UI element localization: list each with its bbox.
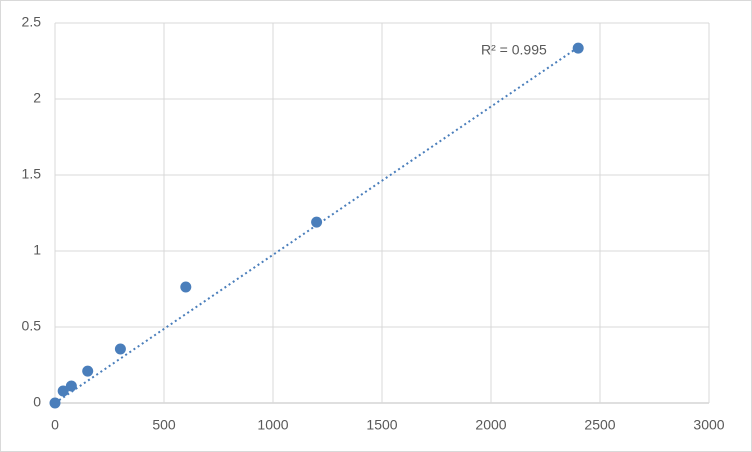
x-tick-label: 1500 xyxy=(366,417,397,433)
y-tick-label: 1.5 xyxy=(22,166,42,182)
data-point xyxy=(311,216,323,228)
x-tick-label: 0 xyxy=(51,417,59,433)
data-point xyxy=(114,343,126,355)
x-tick-label: 2000 xyxy=(475,417,506,433)
y-tick-label: 2 xyxy=(33,90,41,106)
x-tick-label: 500 xyxy=(152,417,176,433)
data-point xyxy=(180,281,192,293)
data-point xyxy=(572,42,584,54)
y-tick-label: 0.5 xyxy=(22,318,42,334)
data-point xyxy=(49,397,61,409)
x-tick-label: 2500 xyxy=(584,417,615,433)
y-tick-label: 0 xyxy=(33,394,41,410)
annotation: R² = 0.995 xyxy=(481,42,547,58)
y-tick-label: 1 xyxy=(33,242,41,258)
y-tick-label: 2.5 xyxy=(22,14,42,30)
data-point xyxy=(82,365,94,377)
data-point xyxy=(65,380,77,392)
x-tick-label: 1000 xyxy=(257,417,288,433)
x-tick-label: 3000 xyxy=(693,417,724,433)
data-point xyxy=(57,385,69,397)
